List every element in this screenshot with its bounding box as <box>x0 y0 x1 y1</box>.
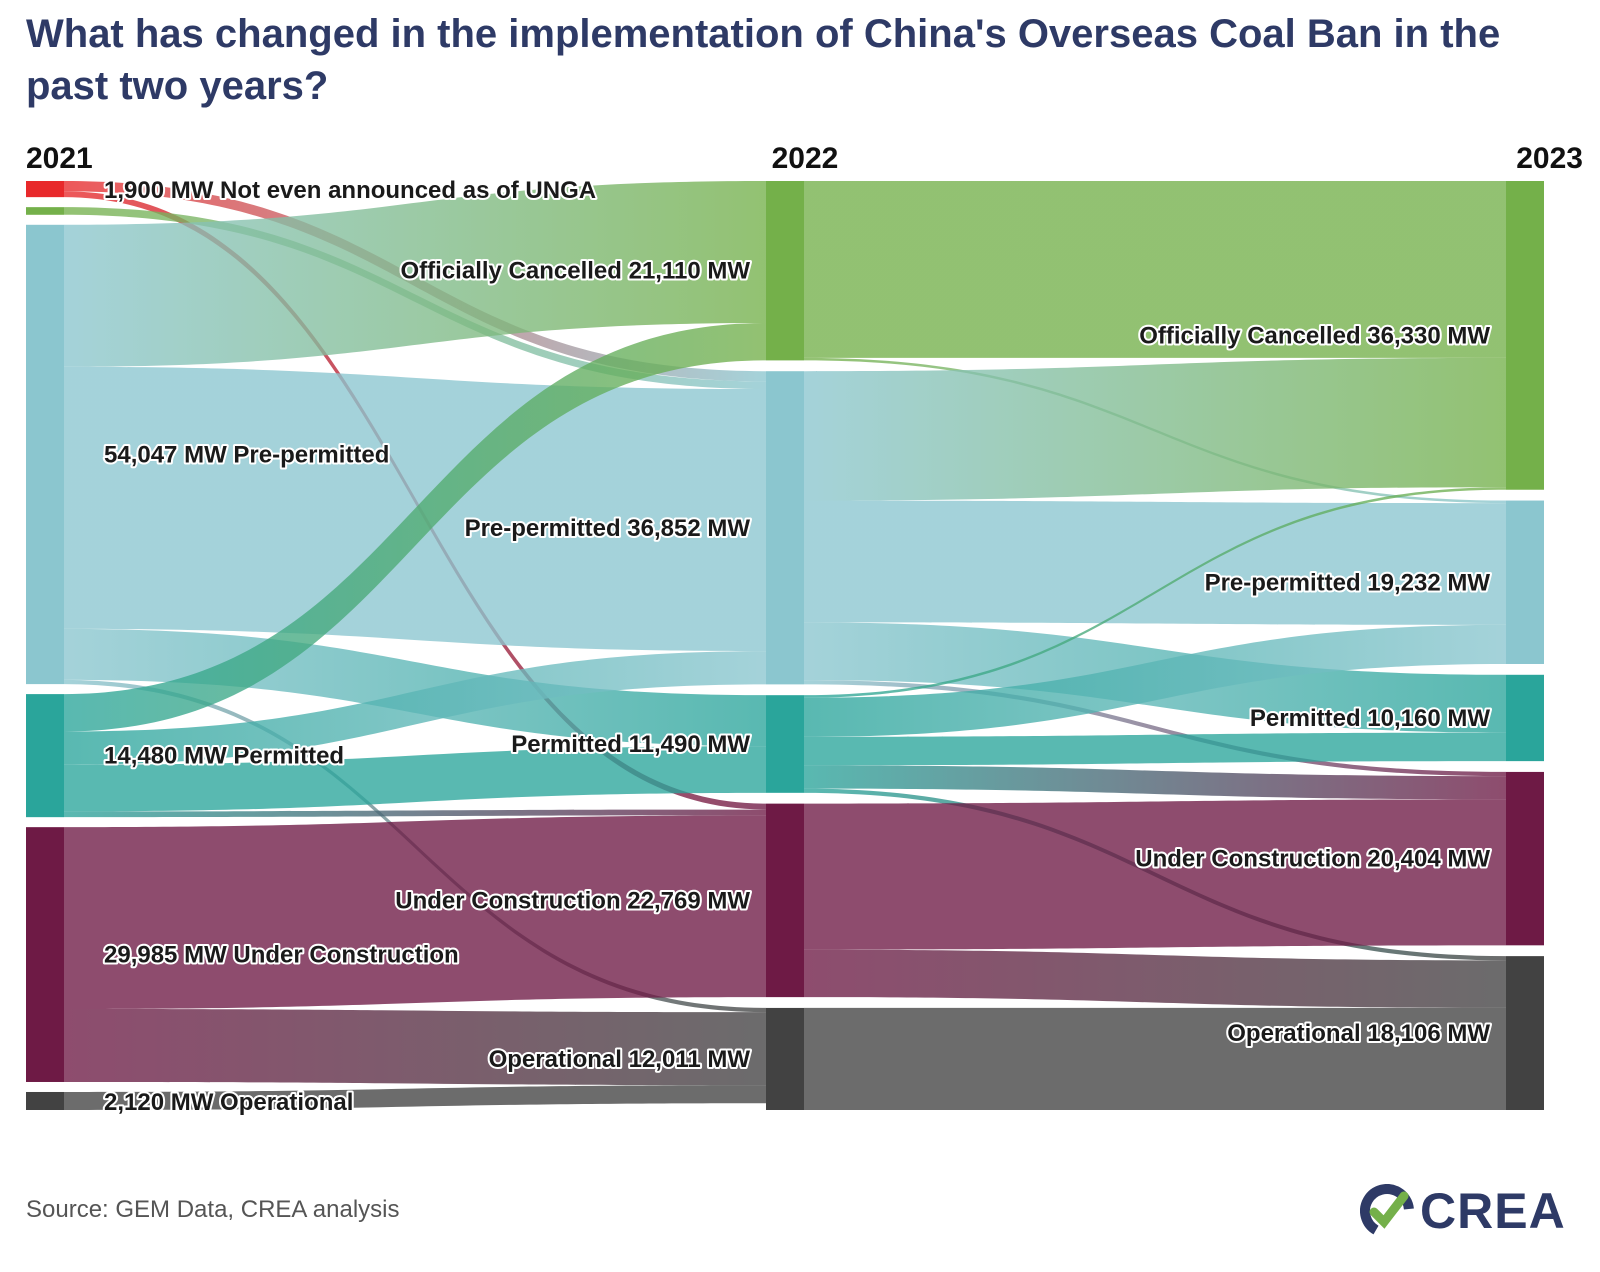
node-a_pp <box>26 224 64 685</box>
node-c_pm <box>1506 674 1544 762</box>
column-label-2022: 2022 <box>772 142 839 175</box>
node-c_pp <box>1506 500 1544 664</box>
link-a_pp-to-b_cc <box>64 181 766 367</box>
node-c_cc <box>1506 181 1544 490</box>
node-a_pm <box>26 694 64 818</box>
crea-logo-text: CREA <box>1420 1183 1566 1239</box>
node-label-b_uc: Under Construction 22,769 MW <box>395 887 750 914</box>
link-b_pp-to-c_cc <box>804 357 1506 501</box>
node-label-a_uc: 29,985 MW Under Construction <box>104 942 459 969</box>
link-a_op-to-b_op <box>64 1085 766 1110</box>
crea-logo-icon <box>1360 1184 1414 1238</box>
column-label-2023: 2023 <box>1516 142 1583 175</box>
node-label-a_pp: 54,047 MW Pre-permitted <box>104 441 389 468</box>
node-c_op <box>1506 956 1544 1110</box>
node-b_pp <box>766 371 804 685</box>
link-b_pp-to-c_pp <box>804 500 1506 625</box>
node-label-c_uc: Under Construction 20,404 MW <box>1135 846 1490 873</box>
node-label-c_pm: Permitted 10,160 MW <box>1250 705 1490 732</box>
node-label-a_op: 2,120 MW Operational <box>104 1089 353 1116</box>
node-label-b_cc: Officially Cancelled 21,110 MW <box>401 258 751 285</box>
link-a_pm-to-b_uc <box>64 809 766 818</box>
node-b_op <box>766 1007 804 1110</box>
link-b_pm-to-c_uc <box>804 765 1506 800</box>
link-b_uc-to-c_op <box>804 949 1506 1008</box>
link-b_pm-to-c_pp <box>804 624 1506 737</box>
link-b_op-to-c_op <box>804 1007 1506 1110</box>
link-b_pm-to-c_cc <box>804 487 1506 698</box>
link-b_cc-to-c_cc <box>804 181 1506 358</box>
link-a_uc-to-b_op <box>64 1008 766 1086</box>
link-b_pm-to-c_pm <box>804 732 1506 766</box>
link-a_pm-to-b_pm <box>64 746 766 812</box>
node-b_cc <box>766 181 804 361</box>
node-a_op <box>26 1091 64 1110</box>
node-b_uc <box>766 803 804 998</box>
link-a_uc-to-b_uc <box>64 815 766 1009</box>
node-label-b_pp: Pre-permitted 36,852 MW <box>465 515 751 542</box>
node-label-a_na: 1,900 MW Not even announced as of UNGA <box>104 177 596 204</box>
link-b_uc-to-c_uc <box>804 799 1506 950</box>
node-label-b_op: Operational 12,011 MW <box>489 1046 751 1073</box>
chart-title: What has changed in the implementation o… <box>26 12 1501 108</box>
node-a_uc <box>26 827 64 1082</box>
node-label-c_pp: Pre-permitted 19,232 MW <box>1205 569 1491 596</box>
node-label-c_op: Operational 18,106 MW <box>1227 1020 1490 1047</box>
sankey-nodes <box>26 181 1544 1110</box>
node-label-c_cc: Officially Cancelled 36,330 MW <box>1139 322 1490 349</box>
node-a_na <box>26 181 64 198</box>
node-label-a_pm: 14,480 MW Permitted <box>104 743 344 770</box>
link-b_pp-to-c_uc <box>804 680 1506 777</box>
link-a_pm-to-b_cc <box>64 323 766 732</box>
node-label-b_pm: Permitted 11,490 MW <box>511 731 750 758</box>
sankey-labels: 1,900 MW Not even announced as of UNGA 54… <box>102 175 1492 1118</box>
column-label-2021: 2021 <box>26 142 93 175</box>
source-note: Source: GEM Data, CREA analysis <box>26 1196 400 1223</box>
node-b_pm <box>766 695 804 793</box>
crea-logo: CREA <box>1360 1180 1580 1240</box>
link-a_pm-to-b_pp <box>64 651 766 765</box>
node-a_cc <box>26 207 64 215</box>
node-c_uc <box>1506 771 1544 946</box>
sankey-links <box>64 181 1506 1110</box>
